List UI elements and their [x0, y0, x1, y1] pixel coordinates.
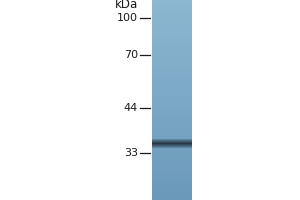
Text: 70: 70 [124, 50, 138, 60]
Text: 33: 33 [124, 148, 138, 158]
Text: kDa: kDa [115, 0, 138, 11]
Text: 100: 100 [117, 13, 138, 23]
Text: 44: 44 [124, 103, 138, 113]
